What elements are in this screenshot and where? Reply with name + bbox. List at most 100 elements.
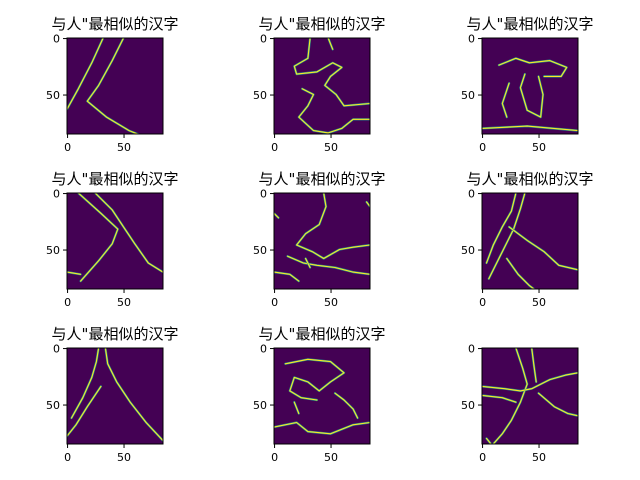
axes-frame bbox=[481, 192, 579, 290]
image-background bbox=[274, 38, 370, 134]
edge-strokes bbox=[67, 38, 141, 134]
y-tick-label: 0 bbox=[53, 343, 60, 356]
y-tick-label: 50 bbox=[253, 89, 267, 102]
subplot-1: 0 50 0 50 与人"最相似的汉字 bbox=[46, 15, 178, 154]
subplot-title: 与人"最相似的汉字 bbox=[259, 325, 386, 343]
y-tick-label: 0 bbox=[468, 33, 475, 46]
edge-stroke bbox=[482, 394, 517, 403]
image-background bbox=[482, 348, 578, 444]
y-tick-label: 0 bbox=[260, 33, 267, 46]
edge-stroke bbox=[366, 201, 370, 208]
edge-stroke bbox=[77, 193, 119, 282]
x-tick-label: 50 bbox=[532, 451, 546, 464]
edge-stroke bbox=[537, 392, 578, 417]
edge-stroke bbox=[482, 125, 578, 132]
edge-stroke bbox=[274, 212, 280, 219]
x-tick-label: 0 bbox=[271, 141, 278, 154]
edge-stroke bbox=[104, 348, 163, 442]
x-tick-label: 0 bbox=[479, 141, 486, 154]
edge-stroke bbox=[274, 421, 370, 435]
edge-strokes bbox=[485, 193, 578, 289]
edge-stroke bbox=[67, 38, 104, 110]
edge-stroke bbox=[501, 82, 510, 118]
subplot-6: 0 50 0 50 与人"最相似的汉字 bbox=[461, 170, 593, 309]
subplot-title: 与人"最相似的汉字 bbox=[52, 15, 179, 33]
subplot-7: 0 50 0 50 与人"最相似的汉字 bbox=[46, 325, 178, 464]
y-tick-label: 0 bbox=[468, 188, 475, 201]
x-tick-label: 50 bbox=[324, 451, 338, 464]
edge-stroke bbox=[485, 193, 517, 264]
edge-stroke bbox=[287, 255, 370, 275]
edge-stroke bbox=[298, 88, 370, 134]
edge-stroke bbox=[305, 257, 311, 269]
subplot-title: 与人"最相似的汉字 bbox=[52, 325, 179, 343]
y-tick-label: 50 bbox=[46, 399, 60, 412]
edge-stroke bbox=[67, 271, 82, 275]
edge-stroke bbox=[531, 348, 537, 383]
edge-stroke bbox=[70, 348, 100, 419]
image-background bbox=[482, 38, 578, 134]
edge-stroke bbox=[519, 73, 544, 118]
subplot-title: 与人"最相似的汉字 bbox=[467, 15, 594, 33]
x-tick-label: 0 bbox=[64, 141, 71, 154]
edge-stroke bbox=[293, 401, 300, 415]
y-tick-label: 0 bbox=[260, 343, 267, 356]
subplot-title: 与人"最相似的汉字 bbox=[467, 170, 594, 188]
edge-strokes bbox=[482, 57, 578, 132]
edge-stroke bbox=[482, 372, 578, 392]
x-tick-label: 50 bbox=[324, 141, 338, 154]
edge-stroke bbox=[274, 271, 300, 282]
subplot-5: 0 50 0 50 与人"最相似的汉字 bbox=[253, 170, 385, 309]
y-tick-label: 0 bbox=[468, 343, 475, 356]
edge-stroke bbox=[293, 38, 370, 107]
edge-stroke bbox=[492, 348, 528, 444]
y-tick-label: 50 bbox=[461, 89, 475, 102]
edge-strokes bbox=[67, 348, 163, 442]
y-tick-label: 0 bbox=[53, 188, 60, 201]
edge-stroke bbox=[508, 226, 578, 271]
edge-strokes bbox=[274, 193, 370, 283]
edge-stroke bbox=[67, 385, 102, 437]
edge-stroke bbox=[94, 193, 163, 273]
edge-stroke bbox=[284, 358, 345, 401]
y-tick-label: 50 bbox=[46, 244, 60, 257]
x-tick-label: 50 bbox=[117, 296, 131, 309]
x-tick-label: 50 bbox=[324, 296, 338, 309]
y-tick-label: 0 bbox=[53, 33, 60, 46]
edge-stroke bbox=[296, 193, 370, 260]
subplot-title: 与人"最相似的汉字 bbox=[259, 170, 386, 188]
y-tick-label: 0 bbox=[260, 188, 267, 201]
edge-strokes bbox=[293, 38, 370, 134]
axes-frame bbox=[66, 347, 164, 445]
x-tick-label: 0 bbox=[271, 451, 278, 464]
edge-stroke bbox=[498, 57, 568, 77]
subplot-4: 0 50 0 50 与人"最相似的汉字 bbox=[46, 170, 178, 309]
x-tick-label: 50 bbox=[532, 141, 546, 154]
axes-frame bbox=[273, 347, 371, 445]
subplot-title: 与人"最相似的汉字 bbox=[259, 15, 386, 33]
x-tick-label: 0 bbox=[64, 296, 71, 309]
image-background bbox=[67, 193, 163, 289]
edge-stroke bbox=[334, 392, 359, 419]
x-tick-label: 50 bbox=[117, 451, 131, 464]
x-tick-label: 0 bbox=[64, 451, 71, 464]
x-tick-label: 0 bbox=[479, 296, 486, 309]
subplot-3: 0 50 0 50 与人"最相似的汉字 bbox=[461, 15, 593, 154]
y-tick-label: 50 bbox=[461, 399, 475, 412]
x-tick-label: 50 bbox=[117, 141, 131, 154]
x-tick-label: 0 bbox=[271, 296, 278, 309]
edge-strokes bbox=[274, 358, 370, 435]
axes-frame bbox=[481, 37, 579, 135]
subplot-title: 与人"最相似的汉字 bbox=[52, 170, 179, 188]
edge-strokes bbox=[67, 193, 163, 283]
axes-frame bbox=[66, 192, 164, 290]
axes-frame bbox=[273, 37, 371, 135]
subplot-8: 0 50 0 50 与人"最相似的汉字 bbox=[253, 325, 385, 464]
y-tick-label: 50 bbox=[46, 89, 60, 102]
image-background bbox=[67, 38, 163, 134]
axes-frame bbox=[273, 192, 371, 290]
edge-stroke bbox=[506, 257, 535, 289]
axes-frame bbox=[66, 37, 164, 135]
edge-stroke bbox=[485, 437, 492, 444]
edge-stroke bbox=[327, 38, 334, 50]
